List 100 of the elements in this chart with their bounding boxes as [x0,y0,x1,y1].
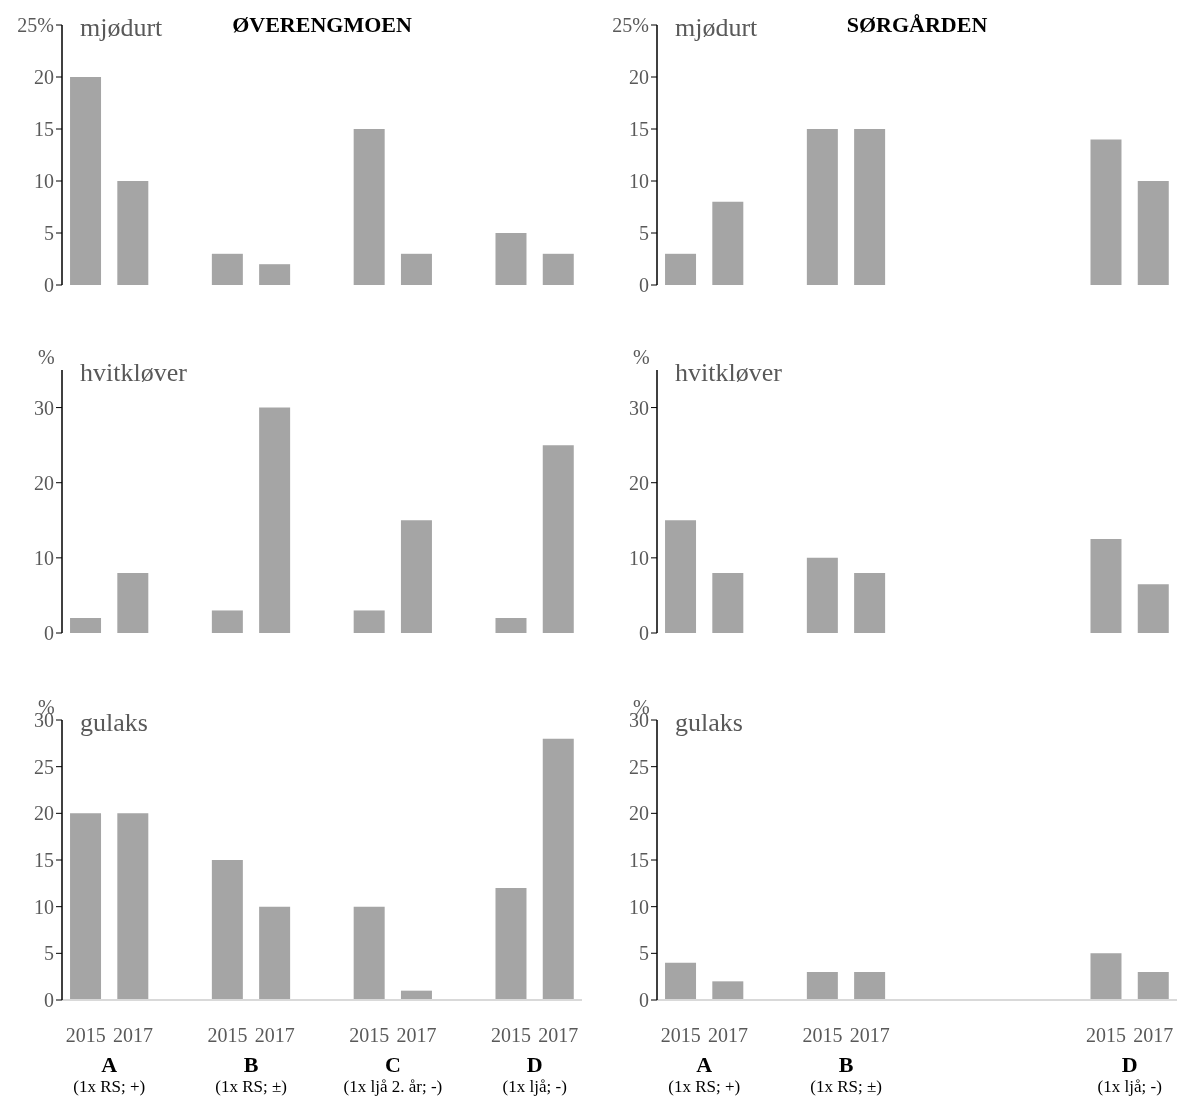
y-tick-label: 5 [44,222,54,245]
bar [665,520,697,633]
text: A (1x RS; +) [72,1052,147,1098]
bar [259,407,291,633]
bar [665,962,697,1000]
bar [353,906,385,1000]
bar [542,445,574,633]
bar [806,129,838,285]
y-tick-label: 20 [34,471,54,494]
y-tick-label: 20 [629,66,649,89]
bar [117,181,149,285]
chart-subtitle: hvitkløver [675,358,782,388]
bar [1137,584,1169,633]
bar [117,572,149,633]
bar [854,129,886,285]
x-tick-label: 2015 [207,1024,248,1047]
bar [1090,539,1122,633]
bar [542,738,574,1000]
y-tick-label: 5 [639,222,649,245]
chart-subtitle: mjødurt [675,13,758,43]
bar [806,972,838,1000]
x-tick-label: 2015 [349,1024,390,1047]
x-tick-label: 2017 [396,1024,437,1047]
y-tick-label: 20 [34,66,54,89]
y-axis-title: % [633,346,650,369]
bar [70,617,102,633]
bar [1090,953,1122,1000]
y-tick-label: 10 [629,546,649,569]
x-tick-label: 2017 [707,1024,748,1047]
bar [665,253,697,285]
y-tick-label: 25 [34,755,54,778]
y-tick-label: 30 [629,396,649,419]
x-tick-label: 2017 [254,1024,295,1047]
chart-title: SØRGÅRDEN [846,12,988,37]
y-tick-label: 0 [44,622,54,645]
bar [495,617,527,633]
y-tick-label: 20 [34,802,54,825]
x-tick-label: 2015 [1086,1024,1127,1047]
bar [1137,972,1169,1000]
y-tick-label: 15 [629,118,649,141]
y-tick-label: 10 [34,895,54,918]
bar [1090,139,1122,285]
bar [495,233,527,285]
y-tick-label: 20 [629,802,649,825]
x-tick-label: 2015 [491,1024,532,1047]
text: A (1x RS; +) [667,1052,742,1098]
y-tick-label: 15 [629,849,649,872]
x-tick-label: 2015 [65,1024,106,1047]
bar [259,906,291,1000]
bar [1137,181,1169,285]
x-tick-label: 2017 [538,1024,579,1047]
y-tick-label: 5 [639,942,649,965]
y-tick-label: 10 [34,546,54,569]
bar [353,610,385,633]
bar [70,813,102,1000]
chart-title: ØVERENGMOEN [232,12,412,37]
y-tick-label: 0 [639,622,649,645]
y-tick-label: 10 [629,170,649,193]
bar [854,972,886,1000]
x-tick-label: 2015 [660,1024,701,1047]
bar [400,253,432,285]
text: C (1x ljå 2. år; -) [342,1052,444,1098]
y-tick-label: 20 [629,471,649,494]
y-tick-label: 15 [34,118,54,141]
text: D (1x ljå; -) [1096,1052,1163,1098]
bar [712,981,744,1000]
y-tick-label: 0 [44,274,54,297]
chart-subtitle: gulaks [80,708,148,738]
bar [259,264,291,285]
y-tick-label: 10 [34,170,54,193]
bar [854,572,886,633]
y-tick-label: 5 [44,942,54,965]
bar [400,520,432,633]
y-axis-title: % [38,346,55,369]
y-tick-label: 15 [34,849,54,872]
y-tick-label: 0 [639,989,649,1012]
y-tick-label: 10 [629,895,649,918]
chart-subtitle: mjødurt [80,13,163,43]
bar [117,813,149,1000]
text: B (1x RS; ±) [809,1052,883,1098]
bar [712,201,744,285]
y-tick-label: 30 [34,396,54,419]
bar [211,860,243,1000]
bar [211,610,243,633]
y-tick-label: 25% [17,14,54,37]
x-tick-label: 2017 [1133,1024,1174,1047]
y-tick-label: 0 [44,989,54,1012]
bar [542,253,574,285]
bar [353,129,385,285]
y-tick-label: 25 [629,755,649,778]
bar [712,572,744,633]
y-tick-label: 25% [612,14,649,37]
text: D (1x ljå; -) [501,1052,568,1098]
chart-subtitle: gulaks [675,708,743,738]
bar [806,557,838,633]
x-tick-label: 2017 [849,1024,890,1047]
text: B (1x RS; ±) [214,1052,288,1098]
y-tick-label: 0 [639,274,649,297]
bar [211,253,243,285]
x-tick-label: 2017 [112,1024,153,1047]
